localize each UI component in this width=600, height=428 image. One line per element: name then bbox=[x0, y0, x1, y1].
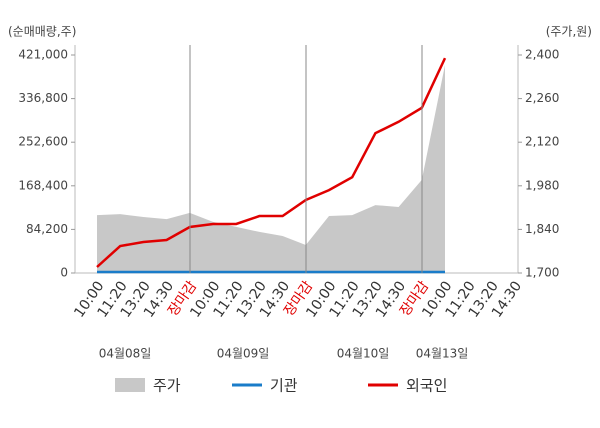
legend-swatch bbox=[115, 378, 145, 392]
y2-tick-label: 1,700 bbox=[525, 266, 559, 280]
y-tick-label: 421,000 bbox=[18, 48, 68, 62]
plot bbox=[96, 57, 447, 274]
y-tick-label: 0 bbox=[60, 266, 68, 280]
y2-tick-label: 2,260 bbox=[525, 91, 559, 105]
date-label: 04월09일 bbox=[217, 347, 270, 361]
series-line bbox=[96, 57, 447, 268]
y2-tick-label: 1,980 bbox=[525, 178, 559, 192]
legend-label: 주가 bbox=[153, 377, 181, 395]
y2-axis-label: (주가,원) bbox=[546, 25, 592, 39]
y-axis-label: (순매매량,주) bbox=[8, 25, 76, 39]
y2-tick-label: 2,120 bbox=[525, 135, 559, 149]
y-tick-label: 252,600 bbox=[18, 135, 68, 149]
y-tick-label: 336,800 bbox=[18, 91, 68, 105]
y2-tick-label: 1,840 bbox=[525, 222, 559, 236]
price-area bbox=[97, 64, 445, 273]
legend-label: 외국인 bbox=[406, 377, 447, 395]
legend-label: 기관 bbox=[270, 377, 298, 395]
date-label: 04월13일 bbox=[416, 347, 469, 361]
y-tick-label: 168,400 bbox=[18, 178, 68, 192]
date-label: 04월08일 bbox=[99, 347, 152, 361]
date-label: 04월10일 bbox=[337, 347, 390, 361]
y-tick-label: 84,200 bbox=[26, 222, 68, 236]
y2-tick-label: 2,400 bbox=[525, 48, 559, 62]
